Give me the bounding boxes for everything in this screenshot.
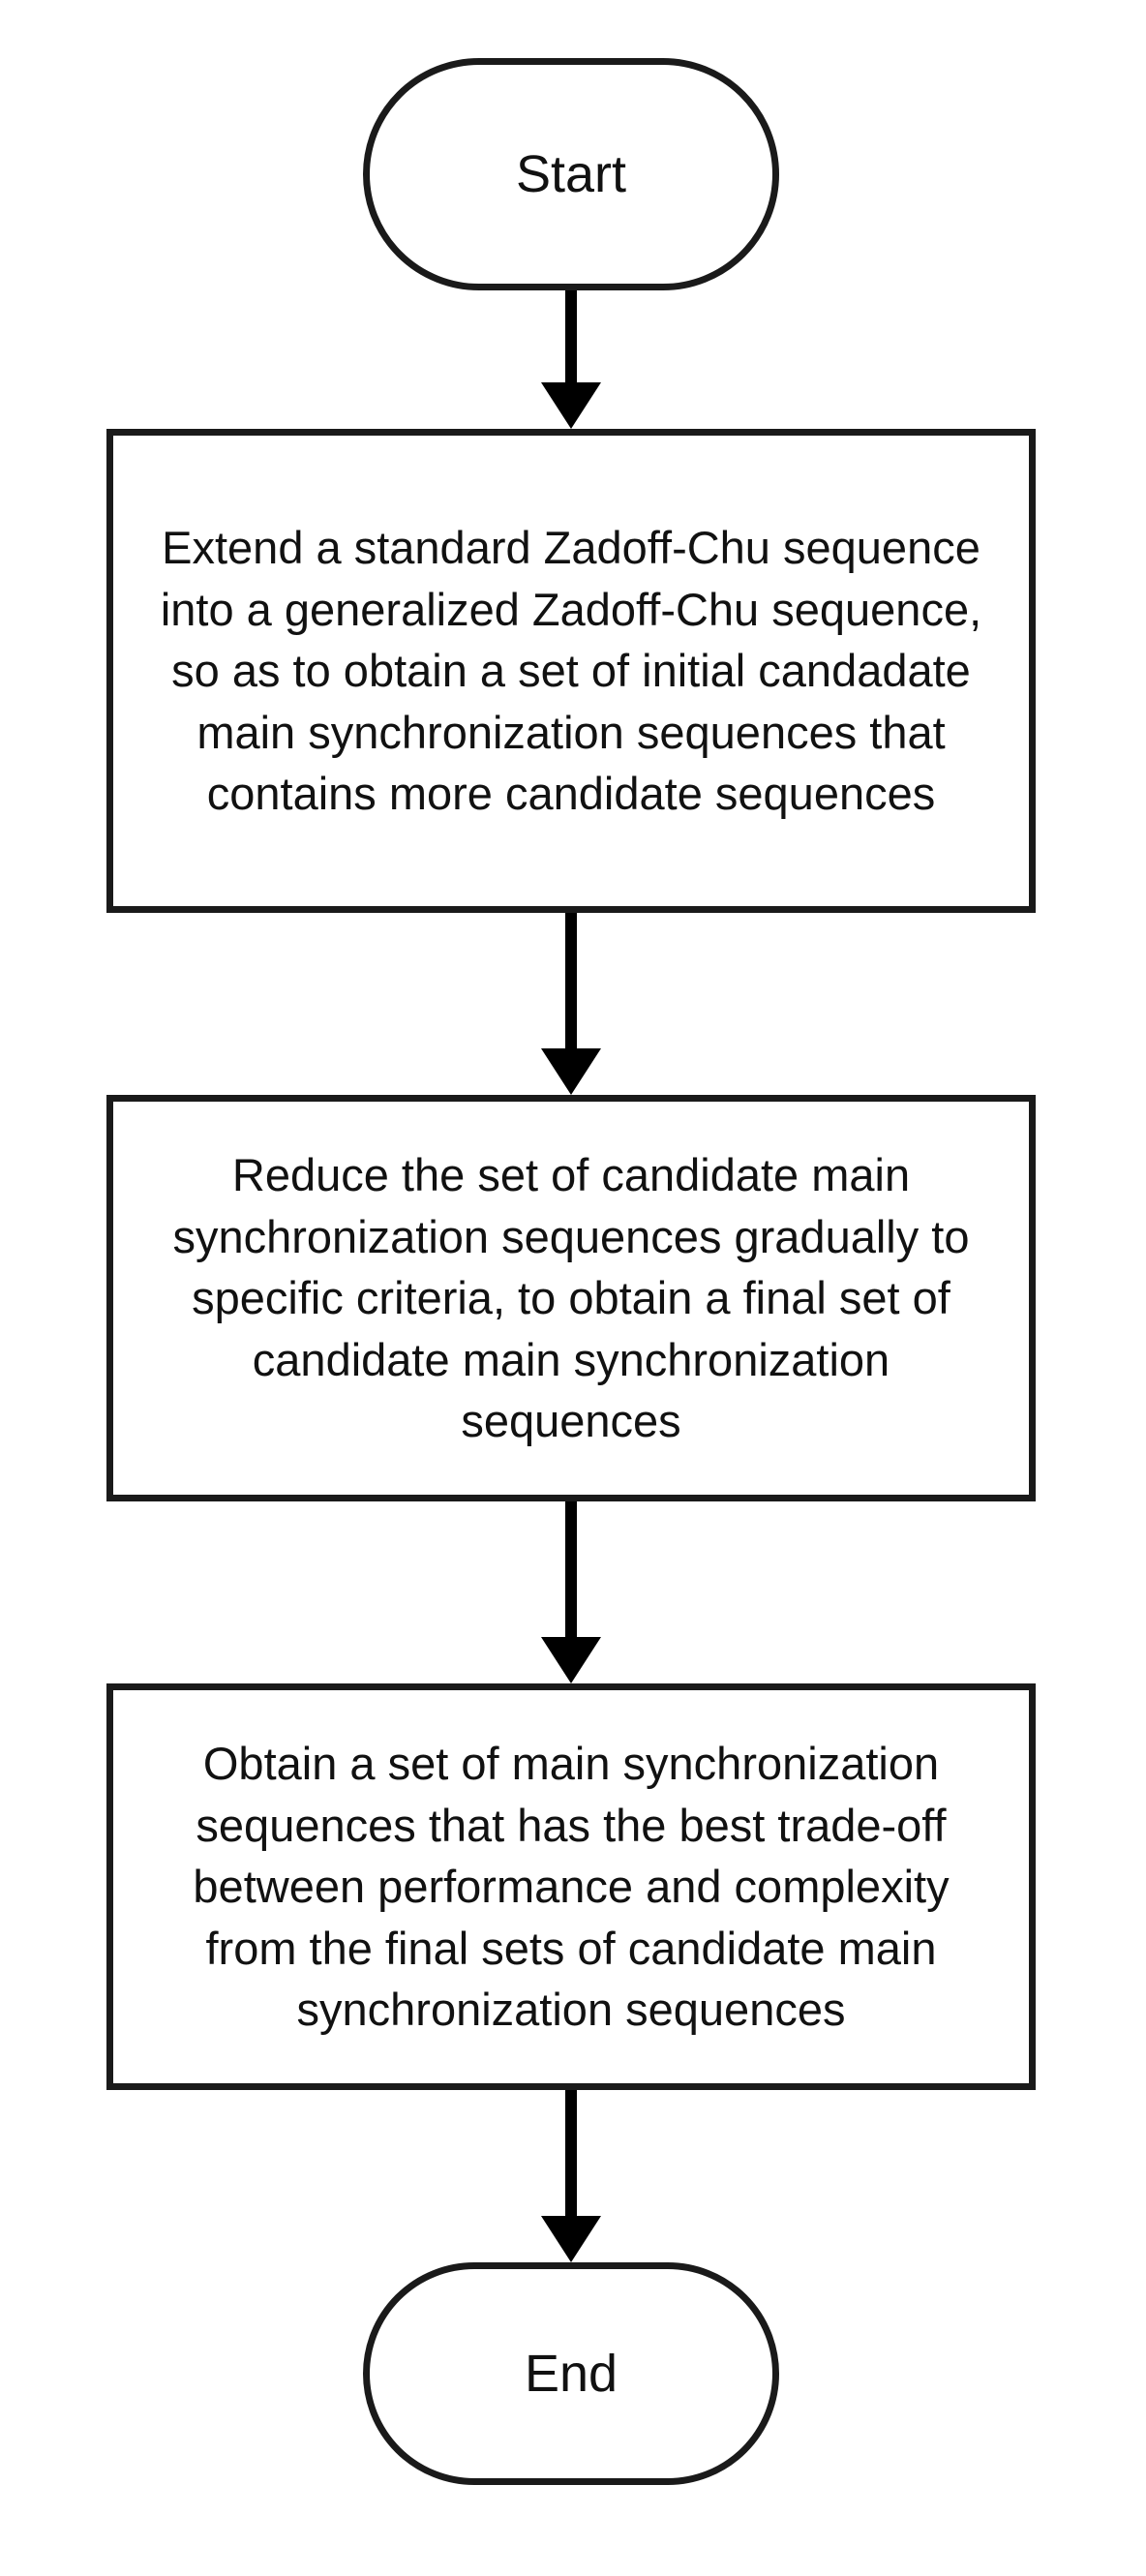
arrow-4 [541, 2090, 601, 2262]
reduce-node: Reduce the set of candidate main synchro… [106, 1095, 1036, 1501]
arrow-3 [541, 1501, 601, 1683]
arrow-1 [541, 290, 601, 429]
arrow-line-icon [565, 1501, 577, 1637]
arrow-line-icon [565, 2090, 577, 2216]
arrow-line-icon [565, 913, 577, 1048]
reduce-label: Reduce the set of candidate main synchro… [152, 1144, 990, 1451]
extend-label: Extend a standard Zadoff-Chu sequence in… [152, 517, 990, 824]
obtain-node: Obtain a set of main synchronization seq… [106, 1683, 1036, 2090]
start-node: Start [363, 58, 779, 290]
end-label: End [525, 2344, 618, 2404]
arrow-head-icon [541, 382, 601, 429]
arrow-2 [541, 913, 601, 1095]
extend-node: Extend a standard Zadoff-Chu sequence in… [106, 429, 1036, 913]
obtain-label: Obtain a set of main synchronization seq… [152, 1733, 990, 2040]
arrow-head-icon [541, 1637, 601, 1683]
arrow-head-icon [541, 2216, 601, 2262]
arrow-line-icon [565, 290, 577, 382]
flowchart-container: Start Extend a standard Zadoff-Chu seque… [106, 58, 1036, 2485]
arrow-head-icon [541, 1048, 601, 1095]
end-node: End [363, 2262, 779, 2485]
start-label: Start [516, 144, 626, 204]
